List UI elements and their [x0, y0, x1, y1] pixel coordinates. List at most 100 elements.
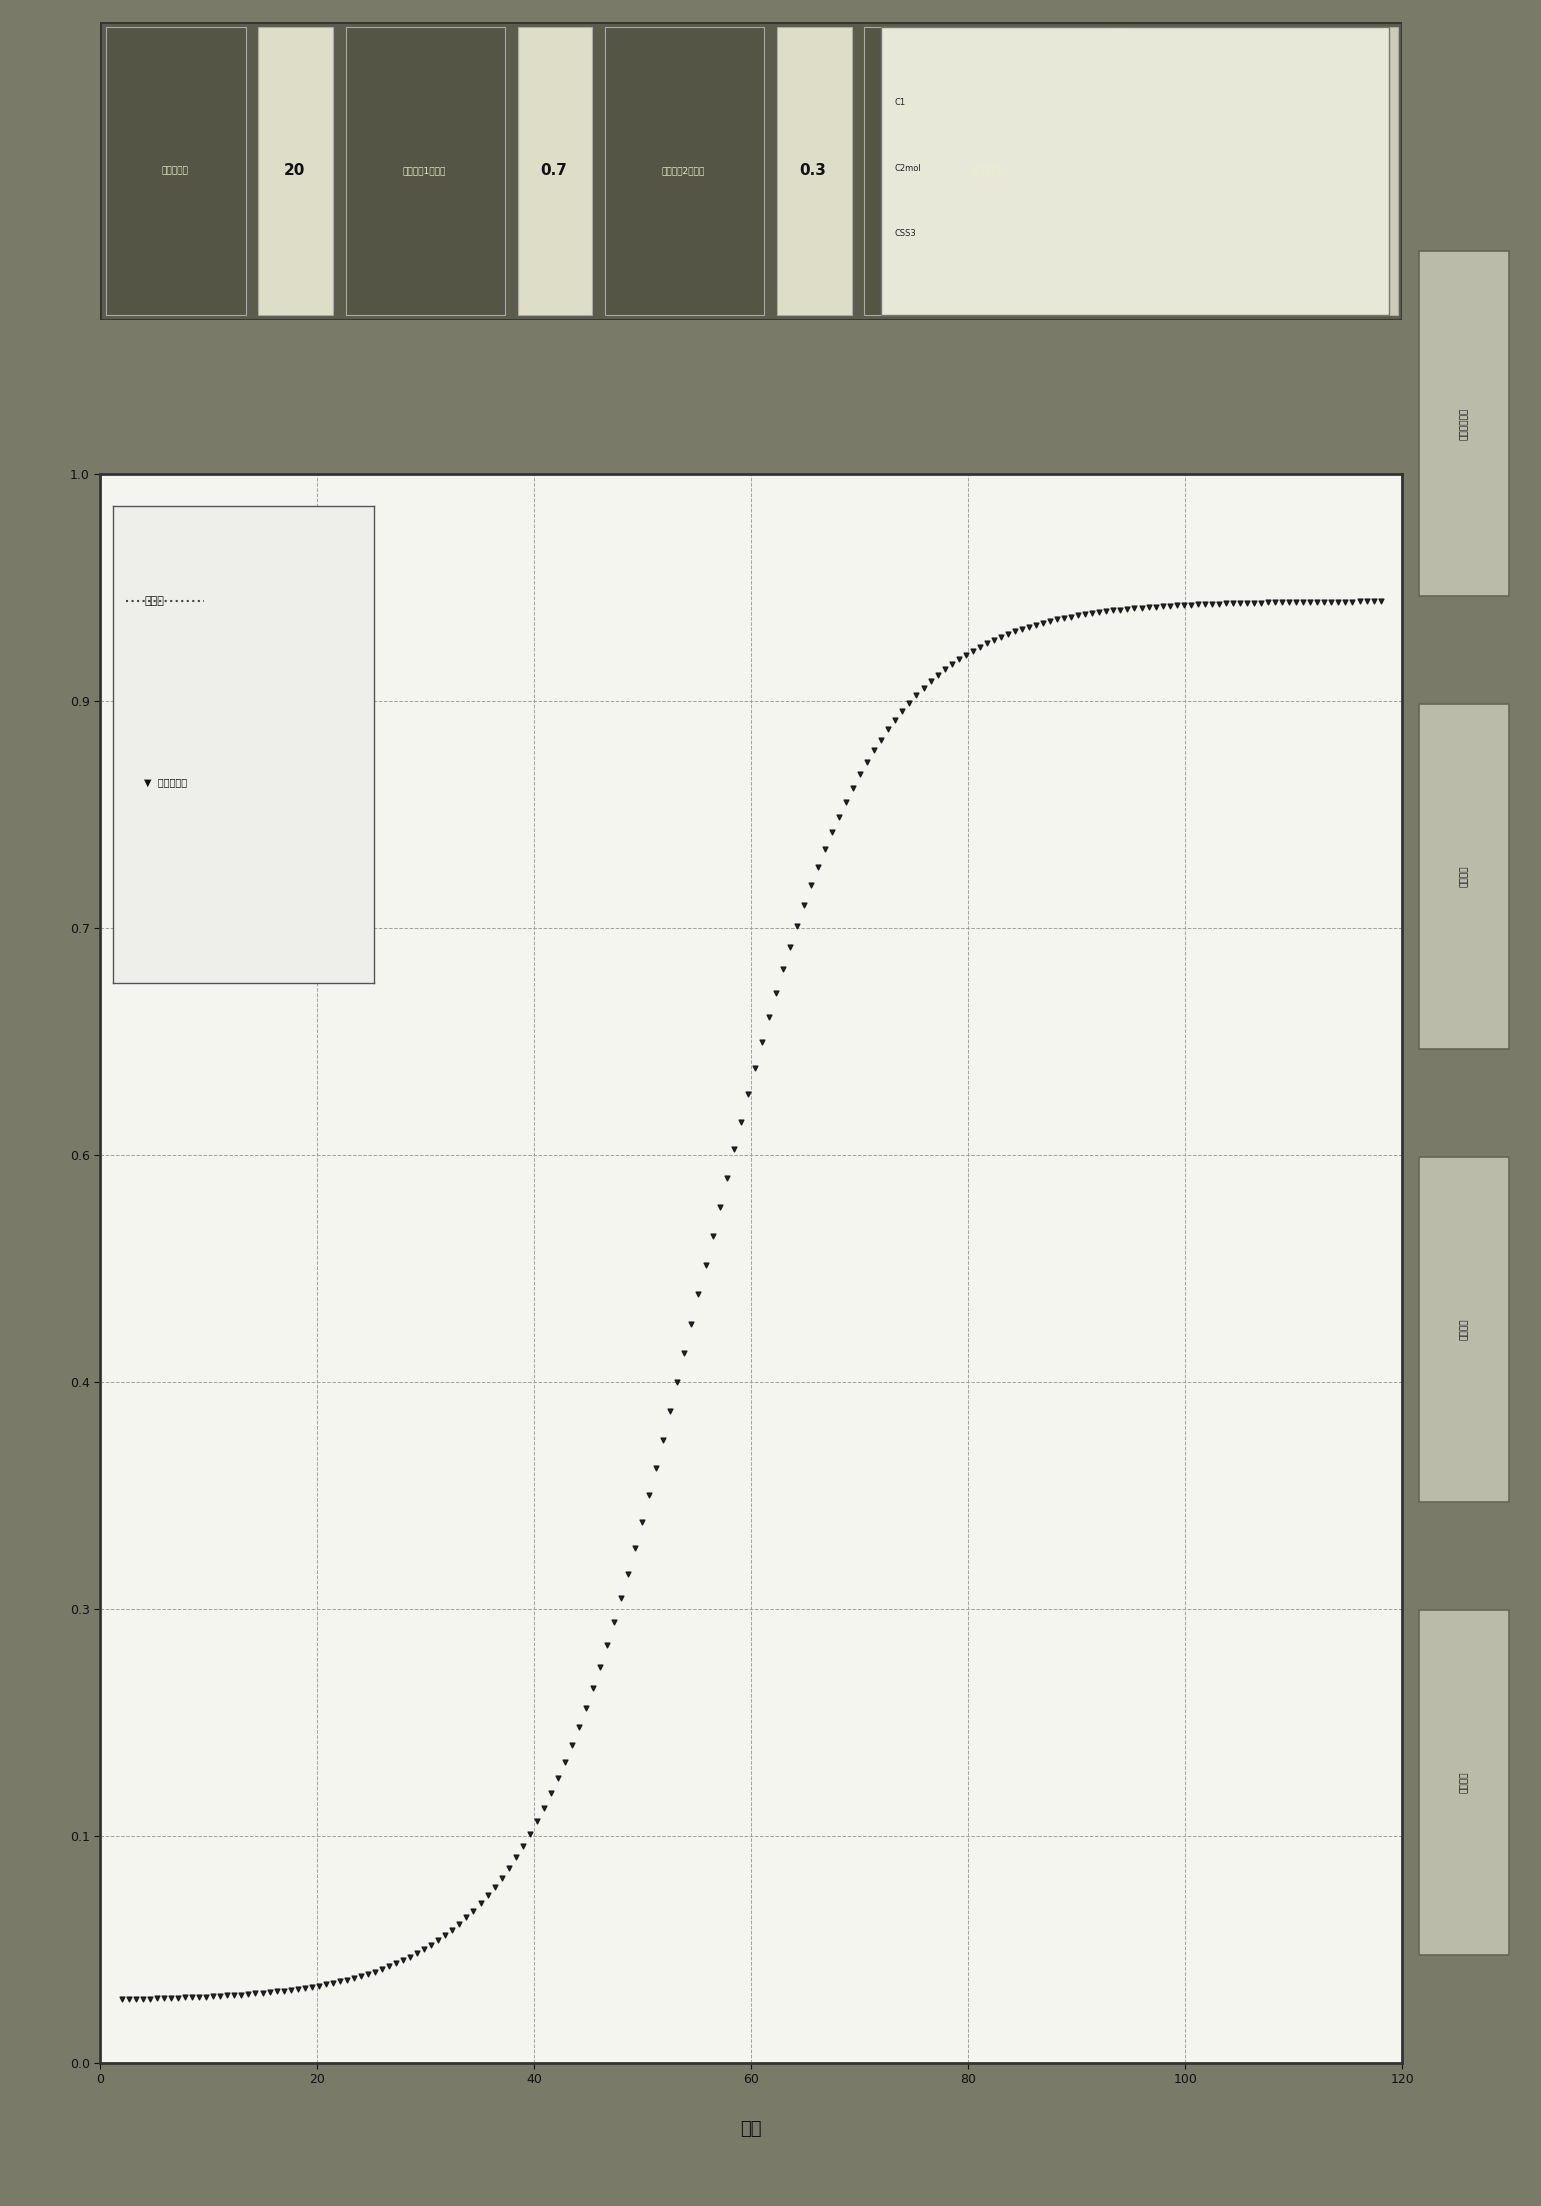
Point	[1059, 600, 1083, 635]
Point	[1291, 585, 1316, 620]
Text: C1: C1	[894, 99, 906, 108]
Point	[650, 1423, 675, 1458]
Point	[1102, 593, 1126, 629]
Point	[109, 1981, 134, 2016]
Point	[180, 1979, 205, 2014]
Point	[279, 1972, 304, 2007]
Text: 保存图况: 保存图况	[1459, 865, 1469, 887]
Point	[1214, 587, 1239, 622]
Text: 显示图形结果: 显示图形结果	[1459, 408, 1469, 439]
Point	[117, 1981, 142, 2016]
Point	[1185, 587, 1210, 622]
Text: 0.3: 0.3	[800, 163, 826, 179]
Point	[1150, 589, 1174, 624]
Point	[932, 651, 957, 686]
Text: 查阅图形: 查阅图形	[1459, 1319, 1469, 1341]
Point	[834, 783, 858, 818]
Point	[883, 702, 908, 737]
Point	[968, 629, 992, 664]
Point	[1220, 585, 1245, 620]
Point	[166, 1981, 191, 2016]
Bar	[1419, 1156, 1509, 1502]
Text: 0.7: 0.7	[541, 163, 567, 179]
Point	[861, 732, 886, 768]
Point	[159, 1981, 183, 2016]
Point	[1277, 585, 1302, 620]
Point	[1165, 587, 1190, 622]
Point	[1368, 585, 1393, 620]
Point	[828, 799, 852, 834]
Point	[216, 1979, 240, 2014]
Point	[581, 1670, 606, 1705]
Point	[490, 1860, 515, 1895]
Point	[729, 1103, 754, 1138]
Point	[461, 1893, 485, 1928]
Point	[313, 1966, 337, 2001]
Point	[875, 713, 900, 748]
Point	[1270, 585, 1294, 620]
Point	[680, 1306, 704, 1341]
Bar	[1419, 1610, 1509, 1955]
Point	[1017, 609, 1042, 644]
Point	[208, 1979, 233, 2014]
Point	[630, 1504, 655, 1540]
Point	[869, 721, 894, 757]
Point	[1031, 604, 1056, 640]
Point	[960, 633, 985, 668]
Point	[757, 999, 781, 1035]
Point	[1311, 585, 1336, 620]
Point	[595, 1628, 619, 1663]
Bar	[518, 26, 592, 315]
Point	[897, 686, 922, 721]
Point	[721, 1132, 746, 1167]
Point	[243, 1977, 268, 2012]
Point	[482, 1868, 507, 1904]
Point	[1262, 585, 1287, 620]
Point	[1157, 589, 1182, 624]
Point	[441, 1913, 465, 1948]
Point	[321, 1966, 345, 2001]
Point	[553, 1745, 578, 1780]
Point	[855, 743, 880, 779]
Point	[455, 1899, 479, 1935]
Bar	[345, 26, 505, 315]
Point	[425, 1921, 450, 1957]
Point	[384, 1946, 408, 1981]
Point	[1116, 591, 1140, 627]
Point	[1122, 591, 1147, 627]
Text: 次数: 次数	[741, 2120, 761, 2138]
Point	[905, 677, 929, 713]
Point	[123, 1981, 148, 2016]
Point	[672, 1335, 697, 1370]
Point	[798, 867, 823, 902]
Point	[1009, 611, 1034, 646]
Point	[1130, 589, 1154, 624]
Point	[250, 1974, 274, 2010]
Point	[743, 1050, 767, 1085]
Point	[603, 1604, 627, 1639]
Text: 20: 20	[284, 163, 305, 179]
Text: 混入材料1的比例: 混入材料1的比例	[402, 165, 445, 176]
Point	[982, 622, 1006, 657]
Point	[145, 1981, 170, 2016]
Point	[510, 1829, 535, 1864]
Point	[707, 1189, 732, 1224]
Point	[1298, 585, 1322, 620]
Point	[749, 1024, 774, 1059]
Point	[264, 1974, 288, 2010]
Point	[770, 951, 795, 986]
Point	[356, 1957, 381, 1992]
Bar	[1126, 26, 1398, 315]
Point	[257, 1974, 282, 2010]
Point	[1136, 589, 1160, 624]
Point	[1355, 585, 1379, 620]
Point	[841, 770, 866, 805]
Point	[433, 1917, 458, 1952]
Point	[891, 693, 915, 728]
Point	[587, 1650, 612, 1685]
Point	[222, 1977, 247, 2012]
Point	[236, 1977, 260, 2012]
Point	[173, 1979, 197, 2014]
Point	[1003, 613, 1028, 649]
Point	[806, 849, 831, 885]
